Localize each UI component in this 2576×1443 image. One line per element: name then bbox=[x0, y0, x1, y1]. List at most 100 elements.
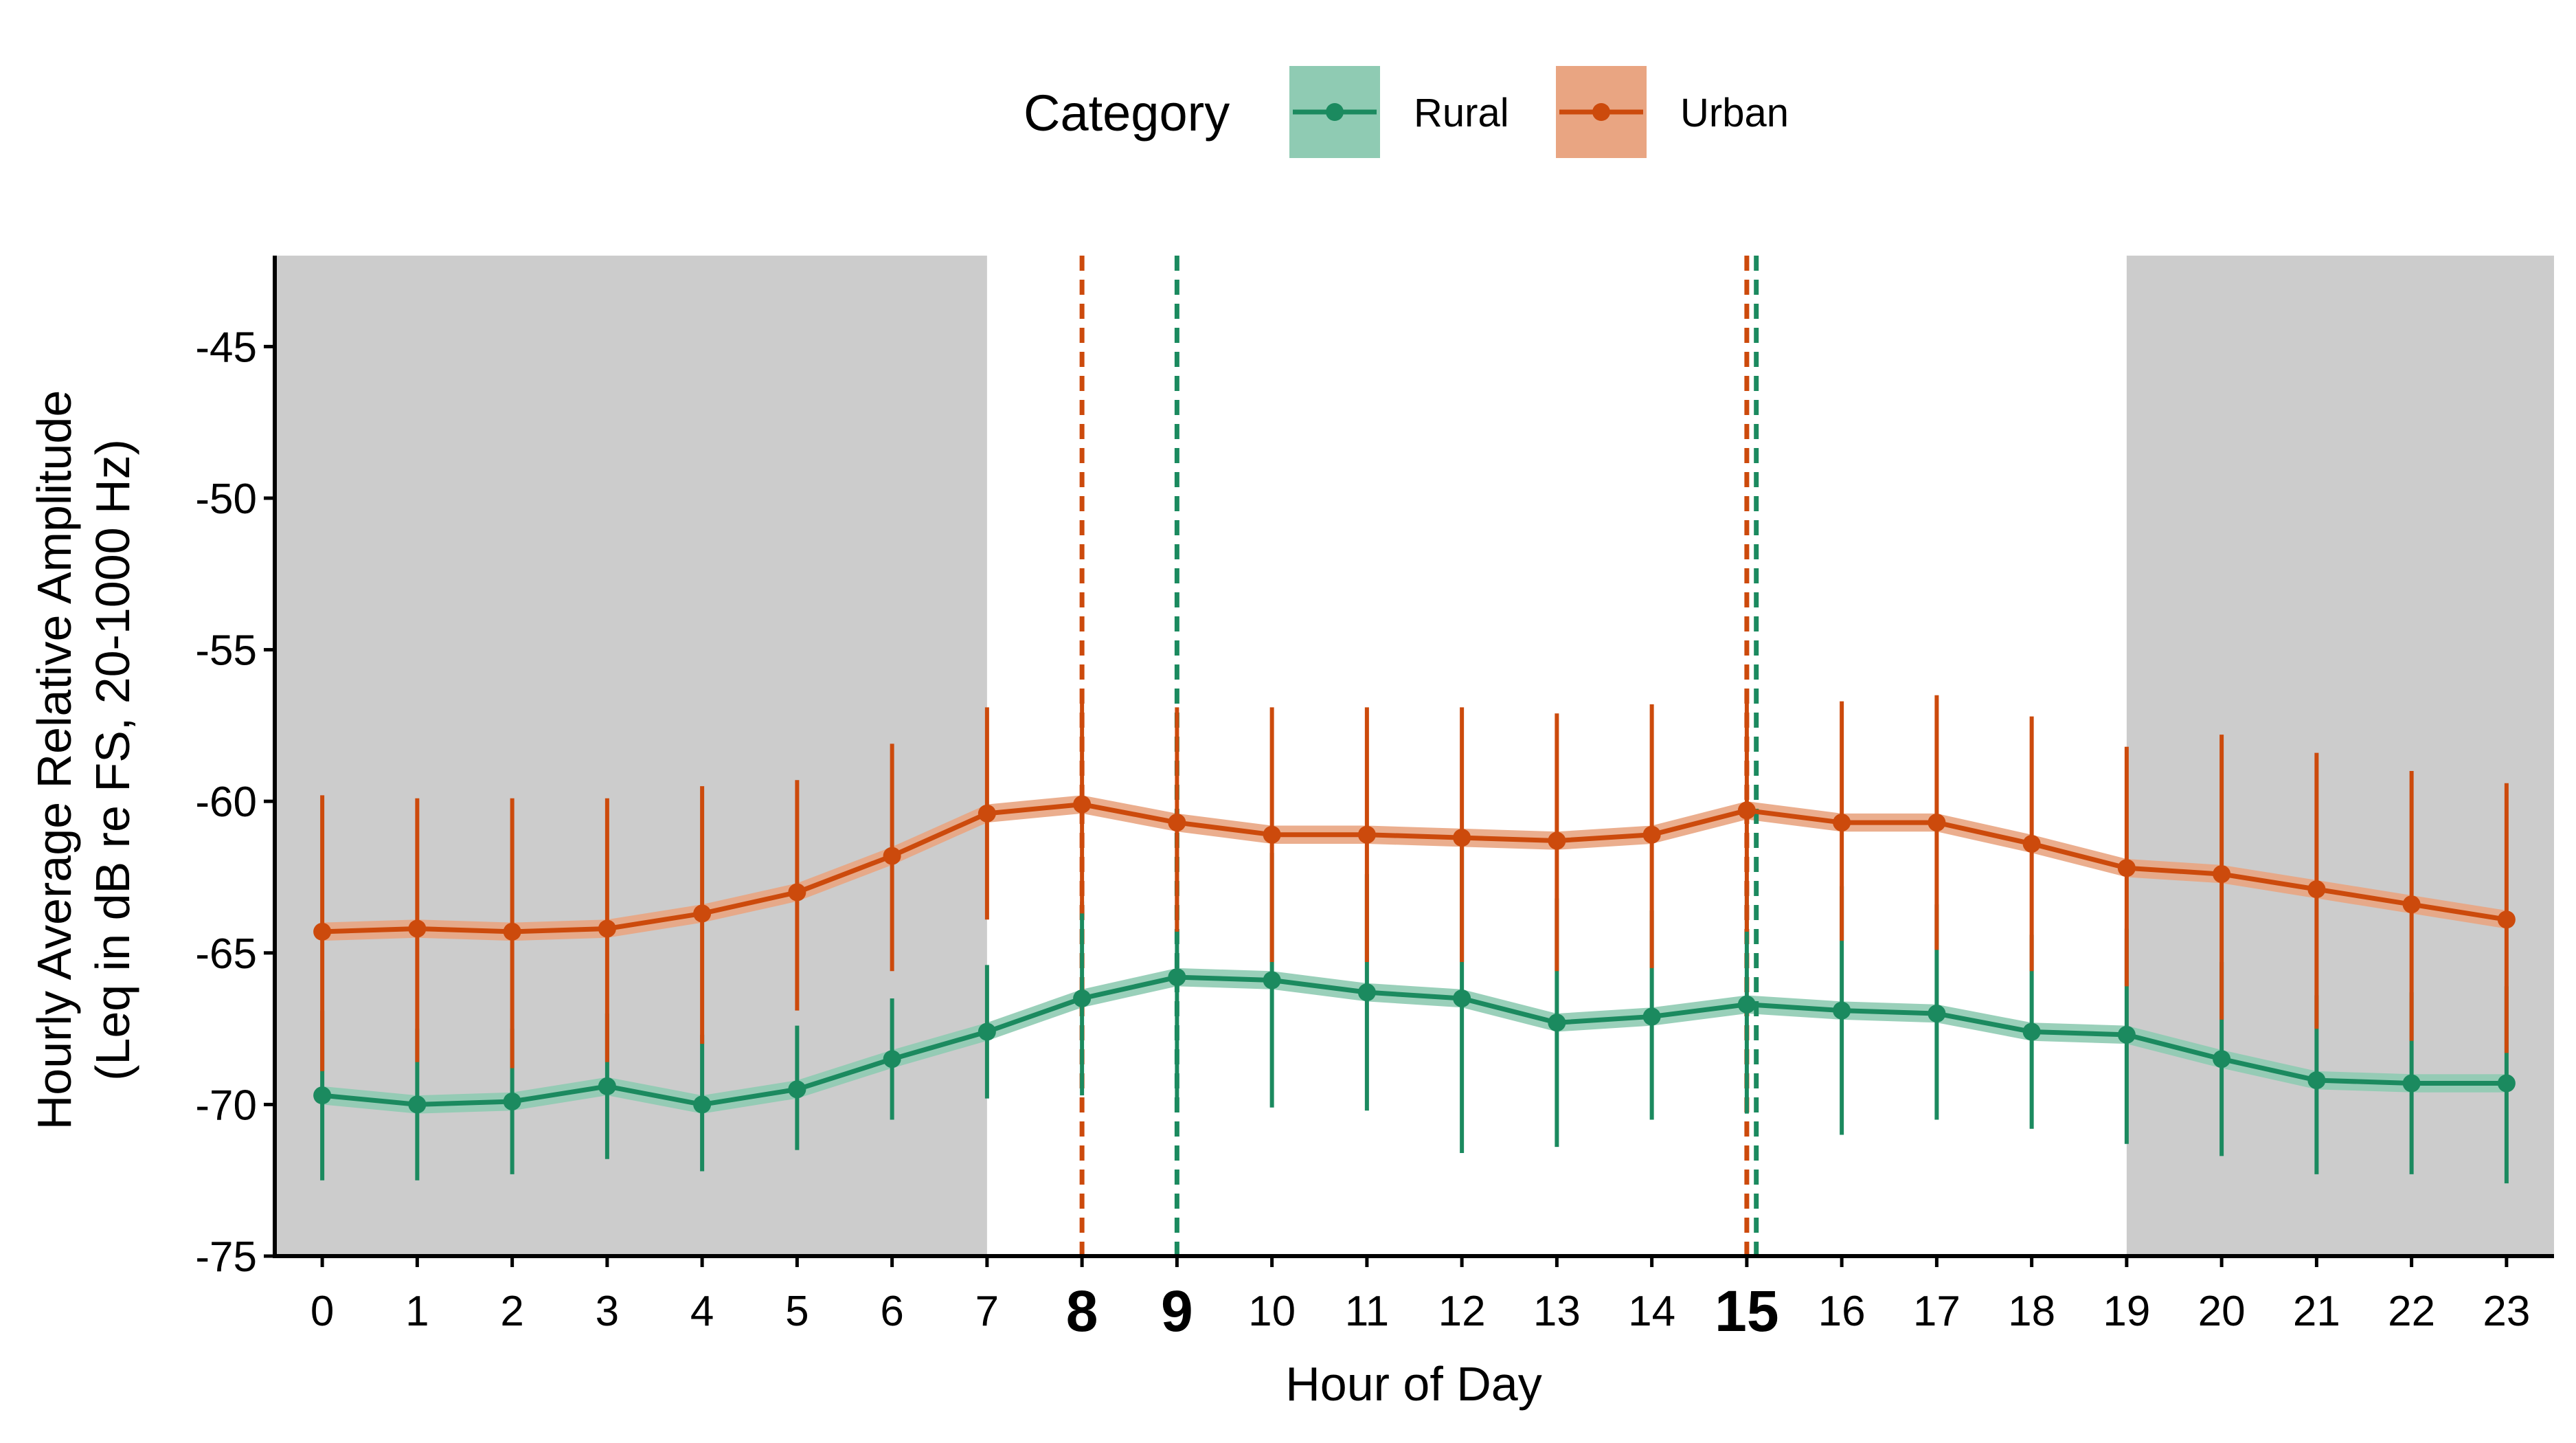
point-rural-12 bbox=[1453, 989, 1471, 1007]
point-rural-3 bbox=[598, 1077, 616, 1095]
x-tick-label-4: 4 bbox=[690, 1288, 714, 1335]
x-axis-title: Hour of Day bbox=[1285, 1357, 1541, 1411]
point-urban-15 bbox=[1737, 801, 1756, 820]
series-line-urban bbox=[322, 802, 2507, 935]
point-rural-9 bbox=[1168, 968, 1186, 987]
x-tick-label-9: 9 bbox=[1161, 1279, 1193, 1343]
point-rural-15 bbox=[1737, 995, 1756, 1014]
night-shading bbox=[275, 256, 2554, 1256]
point-urban-6 bbox=[883, 847, 901, 865]
point-urban-18 bbox=[2022, 834, 2041, 853]
x-tick-label-3: 3 bbox=[596, 1288, 619, 1335]
x-tick-label-20: 20 bbox=[2198, 1288, 2246, 1335]
x-tick-label-17: 17 bbox=[1913, 1288, 1961, 1335]
y-tick-label-2: -55 bbox=[195, 627, 257, 675]
x-tick-label-2: 2 bbox=[500, 1288, 523, 1335]
point-urban-1 bbox=[408, 919, 427, 938]
point-urban-3 bbox=[598, 919, 616, 938]
point-urban-5 bbox=[788, 883, 806, 902]
x-tick-label-16: 16 bbox=[1818, 1288, 1866, 1335]
point-urban-20 bbox=[2213, 865, 2231, 884]
x-tick-labels: 0 1 2 3 4 5 6 7 8 9 10 11 12 13 14 15 16 17 18 19 20 21 22 23 bbox=[310, 1279, 2530, 1343]
x-tick-label-23: 23 bbox=[2483, 1288, 2530, 1335]
legend-label-urban: Urban bbox=[1680, 91, 1789, 135]
point-rural-23 bbox=[2497, 1074, 2516, 1093]
legend-item-rural: Rural bbox=[1289, 66, 1509, 158]
x-tick-label-6: 6 bbox=[880, 1288, 903, 1335]
x-tick-label-11: 11 bbox=[1345, 1288, 1389, 1335]
point-rural-16 bbox=[1833, 1001, 1851, 1020]
point-urban-4 bbox=[693, 904, 712, 923]
point-rural-18 bbox=[2022, 1022, 2041, 1041]
point-rural-8 bbox=[1073, 989, 1092, 1007]
point-urban-0 bbox=[313, 922, 332, 941]
point-urban-9 bbox=[1168, 814, 1186, 832]
y-tick-label-6: -75 bbox=[195, 1233, 257, 1281]
point-rural-11 bbox=[1357, 983, 1376, 1002]
point-rural-6 bbox=[883, 1050, 901, 1069]
point-urban-17 bbox=[1928, 814, 1946, 832]
point-urban-13 bbox=[1548, 831, 1566, 850]
point-urban-14 bbox=[1642, 825, 1661, 844]
night-shading-2 bbox=[2126, 256, 2554, 1256]
x-tick-label-15: 15 bbox=[1715, 1279, 1778, 1343]
ribbon-urban bbox=[322, 795, 2507, 941]
point-rural-14 bbox=[1642, 1007, 1661, 1026]
x-tick-label-14: 14 bbox=[1628, 1288, 1675, 1335]
axes bbox=[264, 256, 2554, 1267]
legend-point-rural bbox=[1326, 103, 1344, 121]
point-rural-20 bbox=[2213, 1050, 2231, 1069]
x-tick-label-1: 1 bbox=[405, 1288, 429, 1335]
y-tick-label-4: -65 bbox=[195, 930, 257, 978]
point-urban-7 bbox=[978, 804, 996, 823]
point-rural-17 bbox=[1928, 1005, 1946, 1023]
point-rural-22 bbox=[2402, 1074, 2421, 1093]
point-urban-10 bbox=[1263, 825, 1281, 844]
point-rural-7 bbox=[978, 1022, 996, 1041]
point-rural-1 bbox=[408, 1095, 427, 1114]
point-rural-5 bbox=[788, 1080, 806, 1099]
x-tick-label-7: 7 bbox=[975, 1288, 999, 1335]
x-tick-label-5: 5 bbox=[785, 1288, 809, 1335]
x-tick-label-8: 8 bbox=[1066, 1279, 1098, 1343]
point-urban-8 bbox=[1073, 795, 1092, 814]
point-urban-16 bbox=[1833, 814, 1851, 832]
point-urban-23 bbox=[2497, 910, 2516, 929]
legend-title: Category bbox=[1024, 85, 1230, 142]
x-tick-label-21: 21 bbox=[2293, 1288, 2340, 1335]
legend-point-urban bbox=[1592, 103, 1610, 121]
point-rural-13 bbox=[1548, 1014, 1566, 1032]
legend-label-rural: Rural bbox=[1414, 91, 1509, 135]
y-axis-title-line2: (Leq in dB re FS, 20-1000 Hz) bbox=[86, 439, 139, 1081]
x-tick-label-0: 0 bbox=[310, 1288, 334, 1335]
data-points bbox=[313, 795, 2516, 1114]
x-tick-label-12: 12 bbox=[1438, 1288, 1486, 1335]
point-rural-0 bbox=[313, 1086, 332, 1105]
x-tick-label-13: 13 bbox=[1533, 1288, 1581, 1335]
point-urban-22 bbox=[2402, 895, 2421, 914]
y-tick-label-0: -45 bbox=[195, 324, 257, 371]
x-tick-label-18: 18 bbox=[2008, 1288, 2055, 1335]
point-rural-2 bbox=[503, 1092, 521, 1110]
y-tick-label-3: -60 bbox=[195, 779, 257, 826]
series-line-rural bbox=[321, 974, 2507, 1107]
point-urban-21 bbox=[2307, 880, 2326, 899]
point-urban-12 bbox=[1453, 829, 1471, 847]
y-tick-label-5: -70 bbox=[195, 1082, 257, 1129]
y-tick-labels: -45 -50 -55 -60 -65 -70 -75 bbox=[195, 324, 257, 1281]
point-urban-11 bbox=[1357, 825, 1376, 844]
legend: Category Rural Urban bbox=[1024, 66, 1789, 158]
y-tick-label-1: -50 bbox=[195, 476, 257, 523]
point-urban-19 bbox=[2117, 859, 2136, 877]
x-tick-label-22: 22 bbox=[2388, 1288, 2435, 1335]
point-rural-4 bbox=[693, 1095, 712, 1114]
peak-hour-lines bbox=[1079, 256, 1759, 1256]
legend-item-urban: Urban bbox=[1556, 66, 1789, 158]
x-tick-label-19: 19 bbox=[2103, 1288, 2150, 1335]
point-rural-21 bbox=[2307, 1071, 2326, 1090]
point-rural-19 bbox=[2117, 1025, 2136, 1044]
point-rural-10 bbox=[1263, 971, 1281, 989]
x-tick-label-10: 10 bbox=[1248, 1288, 1296, 1335]
y-axis-title-line1: Hourly Average Relative Amplitude bbox=[27, 390, 81, 1130]
